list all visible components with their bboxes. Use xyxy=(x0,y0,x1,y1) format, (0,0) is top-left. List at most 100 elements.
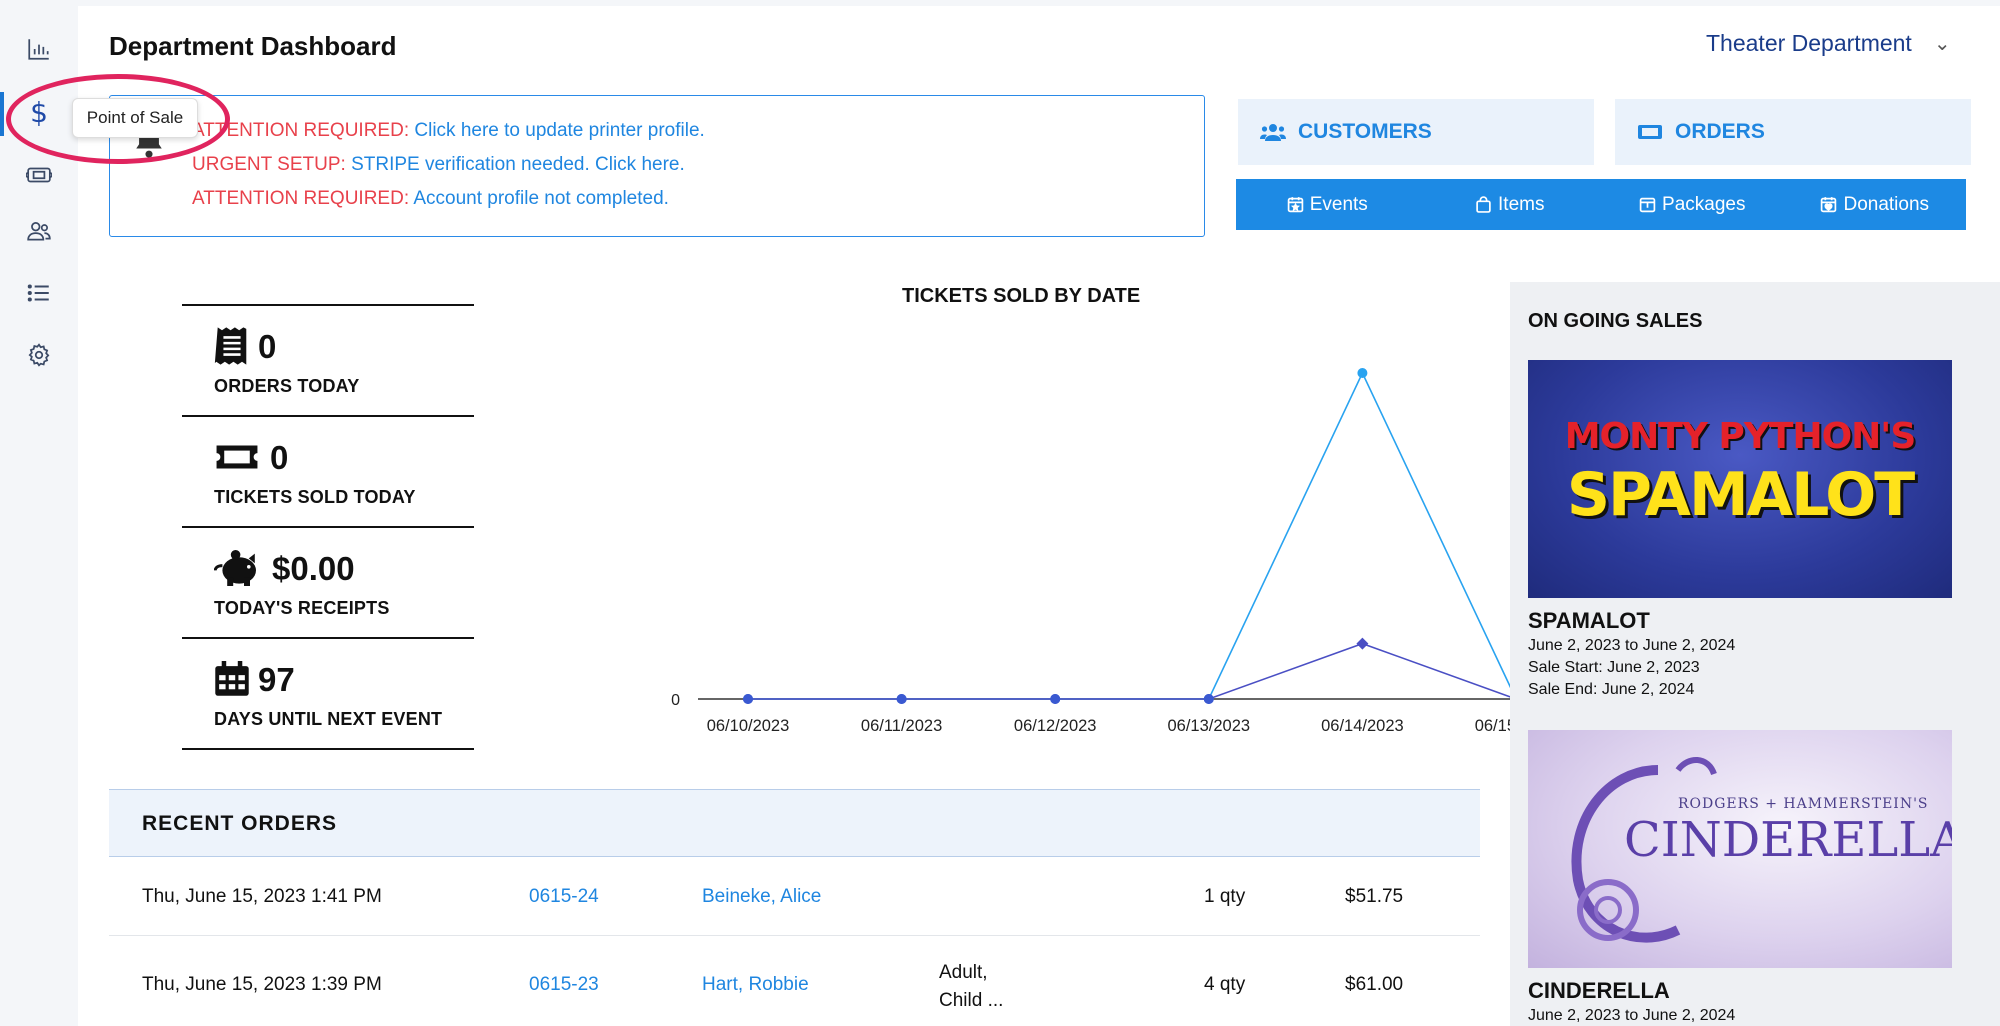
ticket-icon xyxy=(1638,125,1662,139)
alert-label: URGENT SETUP: xyxy=(192,154,346,175)
data-point xyxy=(1203,694,1214,704)
stat-value: 0 xyxy=(258,328,277,365)
package-icon xyxy=(1639,197,1656,213)
orders-label: ORDERS xyxy=(1675,120,1765,143)
calendar-star-icon xyxy=(1287,197,1303,213)
x-tick-label: 06/10/2023 xyxy=(707,717,790,735)
alert-link[interactable]: Click here to update printer profile. xyxy=(414,120,705,141)
table-row[interactable]: Thu, June 15, 2023 1:41 PM 0615-24 Beine… xyxy=(109,858,1480,936)
ticket-icon[interactable] xyxy=(22,158,56,192)
alert-link[interactable]: STRIPE verification needed. Click here. xyxy=(351,154,685,175)
poster-title-line2: SPAMALOT xyxy=(1566,460,1915,530)
stat-orders-today: 0 ORDERS TODAY xyxy=(182,304,474,414)
alert-label: ATTENTION REQUIRED: xyxy=(192,188,410,209)
items-label: Items xyxy=(1498,193,1545,215)
poster-swirl xyxy=(1571,757,1717,943)
show-dates: June 2, 2023 to June 2, 2024 xyxy=(1528,637,1736,654)
ongoing-sales-panel: ON GOING SALES MONTY PYTHON'S SPAMALOT S… xyxy=(1510,282,2000,1026)
department-select[interactable]: Theater Department ⌄ xyxy=(1706,30,1951,57)
data-point xyxy=(896,694,907,704)
poster-title-line2: CINDERELLA xyxy=(1624,812,1952,868)
active-indicator xyxy=(0,92,4,136)
order-items: Adult, Child ... xyxy=(939,959,1003,1015)
sidebar: $ xyxy=(0,0,78,1026)
alert-stripe[interactable]: URGENT SETUP: STRIPE verification needed… xyxy=(192,154,685,176)
gear-icon[interactable] xyxy=(22,338,56,372)
poster-title-line1: MONTY PYTHON'S xyxy=(1564,416,1917,457)
stat-label: DAYS UNTIL NEXT EVENT xyxy=(214,709,443,729)
stat-value: $0.00 xyxy=(272,550,355,587)
recent-orders-title: RECENT ORDERS xyxy=(142,812,338,835)
y-tick-label: 0 xyxy=(671,692,680,709)
show-dates: June 2, 2023 to June 2, 2024 xyxy=(1528,1007,1736,1024)
spamalot-poster[interactable]: MONTY PYTHON'S SPAMALOT xyxy=(1528,360,1952,598)
order-id-link[interactable]: 0615-23 xyxy=(529,974,599,995)
order-items-line1: Adult, xyxy=(939,962,988,983)
highlight-ellipse xyxy=(6,74,230,164)
alert-printer[interactable]: ATTENTION REQUIRED: Click here to update… xyxy=(192,120,705,142)
show-info: June 2, 2023 to June 2, 2024 Sale Start:… xyxy=(1528,635,1735,701)
stat-label: ORDERS TODAY xyxy=(214,376,360,396)
customers-label: CUSTOMERS xyxy=(1298,120,1432,143)
order-date: Thu, June 15, 2023 1:41 PM xyxy=(142,886,382,907)
series-line-1 xyxy=(748,642,1517,700)
packages-button[interactable]: Packages xyxy=(1601,194,1784,216)
alert-link[interactable]: Account profile not completed. xyxy=(413,188,669,209)
table-row[interactable]: Thu, June 15, 2023 1:39 PM 0615-23 Hart,… xyxy=(109,937,1480,1026)
show-info: June 2, 2023 to June 2, 2024 xyxy=(1528,1005,1735,1026)
users-icon[interactable] xyxy=(22,214,56,248)
bar-chart-icon[interactable] xyxy=(22,32,56,66)
shopping-bag-icon xyxy=(1476,196,1491,213)
ticket-icon xyxy=(216,445,258,469)
page-title: Department Dashboard xyxy=(109,31,397,61)
sale-end: Sale End: June 2, 2024 xyxy=(1528,681,1695,698)
tickets-sold-chart: 0 06/10/2023 06/11/2023 06/12/2023 06/13/202… xyxy=(671,368,1557,735)
x-tick-label: 06/12/2023 xyxy=(1014,717,1097,735)
stat-label: TODAY'S RECEIPTS xyxy=(214,598,390,618)
sale-start: Sale Start: June 2, 2023 xyxy=(1528,659,1700,676)
events-button[interactable]: Events xyxy=(1236,194,1419,216)
chevron-down-icon: ⌄ xyxy=(1933,33,1951,55)
order-total: $61.00 xyxy=(1345,974,1404,995)
order-id-link[interactable]: 0615-24 xyxy=(529,886,599,907)
data-point xyxy=(1356,637,1369,650)
data-point xyxy=(1050,694,1061,704)
data-point xyxy=(743,694,753,704)
items-button[interactable]: Items xyxy=(1419,194,1602,216)
receipt-icon xyxy=(214,327,247,365)
order-qty: 1 qty xyxy=(1204,886,1246,907)
users-icon xyxy=(1260,124,1286,141)
ongoing-sales-title: ON GOING SALES xyxy=(1528,310,1703,332)
catalog-nav: Events Items Packages Donations xyxy=(1236,179,1966,230)
customer-link[interactable]: Hart, Robbie xyxy=(702,974,809,995)
packages-label: Packages xyxy=(1662,193,1746,215)
donations-label: Donations xyxy=(1843,193,1930,215)
stat-days-until-next-event: 97 DAYS UNTIL NEXT EVENT xyxy=(182,637,474,750)
stat-value: 0 xyxy=(270,439,289,476)
order-date: Thu, June 15, 2023 1:39 PM xyxy=(142,974,382,995)
calendar-gift-icon xyxy=(1821,197,1837,213)
x-tick-label: 06/14/2023 xyxy=(1321,717,1404,735)
alert-label: ATTENTION REQUIRED: xyxy=(192,120,410,141)
piggy-bank-icon xyxy=(214,550,256,586)
list-icon[interactable] xyxy=(22,276,56,310)
chart-title: TICKETS SOLD BY DATE xyxy=(902,285,1141,307)
stat-label: TICKETS SOLD TODAY xyxy=(214,487,416,507)
alert-account[interactable]: ATTENTION REQUIRED: Account profile not … xyxy=(192,188,669,210)
cinderella-poster[interactable]: RODGERS + HAMMERSTEIN'S CINDERELLA xyxy=(1528,730,1952,968)
show-name[interactable]: CINDERELLA xyxy=(1528,978,1670,1003)
department-select-label: Theater Department xyxy=(1706,30,1912,56)
donations-button[interactable]: Donations xyxy=(1784,194,1967,216)
customer-link[interactable]: Beineke, Alice xyxy=(702,886,822,907)
x-tick-label: 06/11/2023 xyxy=(861,717,942,735)
recent-orders-header: RECENT ORDERS xyxy=(109,789,1480,857)
order-qty: 4 qty xyxy=(1204,974,1246,995)
order-items-line2: Child ... xyxy=(939,990,1004,1011)
x-tick-label: 06/13/2023 xyxy=(1168,717,1251,735)
show-name[interactable]: SPAMALOT xyxy=(1528,608,1650,633)
calendar-icon xyxy=(215,661,249,696)
stat-tickets-sold-today: 0 TICKETS SOLD TODAY xyxy=(182,415,474,525)
customers-button[interactable]: CUSTOMERS xyxy=(1238,99,1594,165)
events-label: Events xyxy=(1309,193,1368,215)
orders-button[interactable]: ORDERS xyxy=(1615,99,1971,165)
